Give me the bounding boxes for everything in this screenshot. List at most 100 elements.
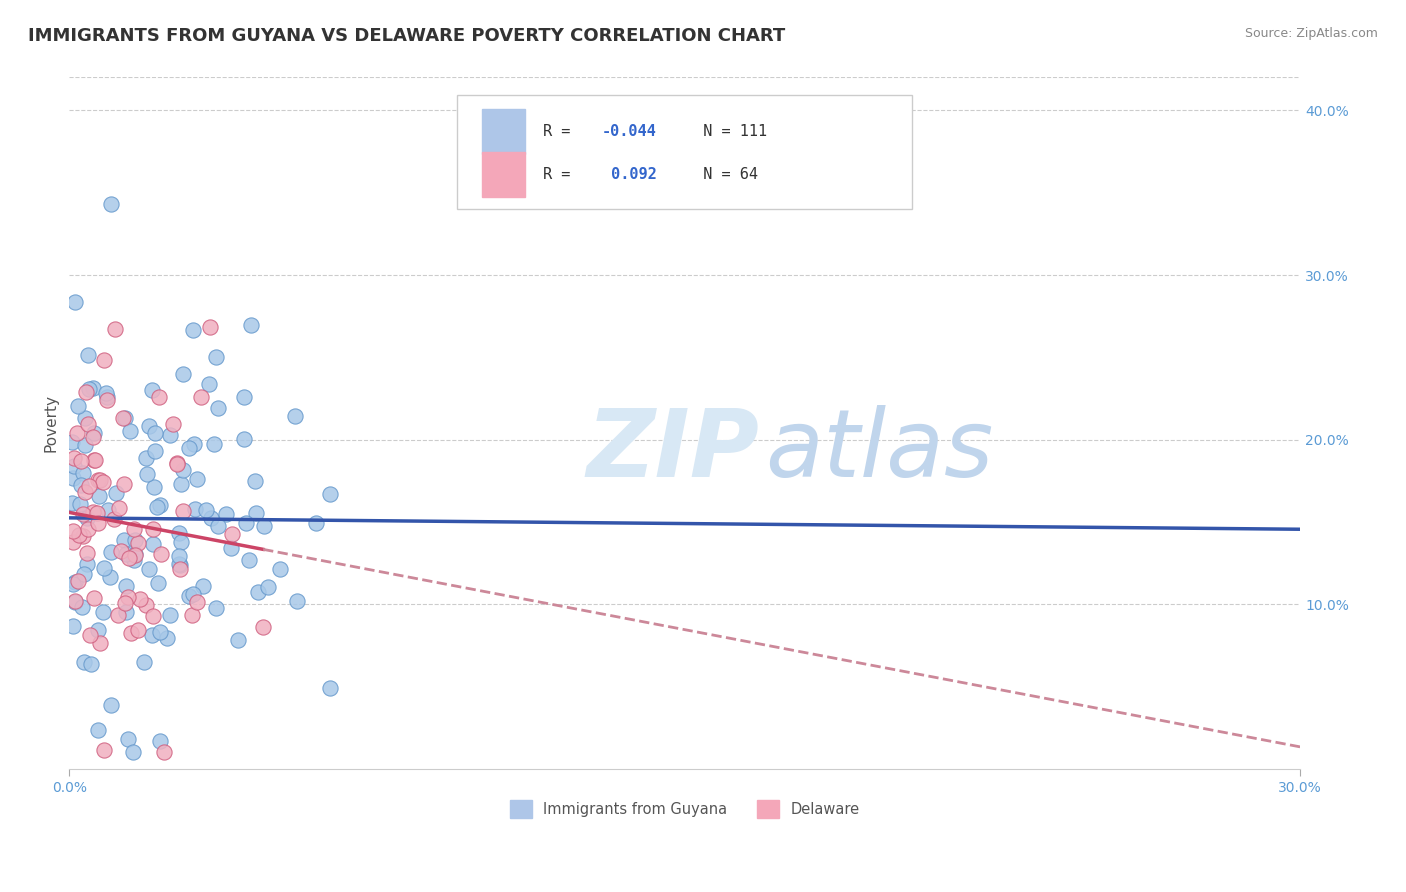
Point (97, 502, 120, 516)
Point (202, 437, 225, 451)
Point (198, 319, 221, 334)
Point (167, 557, 190, 571)
Point (135, 598, 157, 612)
Point (318, 487, 340, 501)
Bar (482, 109, 524, 153)
Point (66, 426, 89, 441)
Point (100, 197, 122, 211)
Point (87, 623, 110, 637)
Point (91, 605, 114, 619)
Bar (482, 152, 524, 197)
Point (257, 580, 280, 594)
Point (67, 400, 90, 414)
Point (62, 534, 84, 549)
Point (115, 547, 138, 561)
Point (72, 466, 94, 480)
Point (183, 437, 205, 451)
Point (75, 384, 97, 399)
Point (65, 594, 87, 608)
Point (138, 419, 160, 434)
Point (269, 562, 291, 576)
Point (76, 510, 98, 524)
Point (118, 551, 141, 566)
Point (319, 681, 342, 696)
Point (76, 546, 98, 560)
Point (79, 628, 101, 642)
Point (205, 601, 228, 615)
Point (143, 480, 166, 494)
Point (120, 626, 142, 640)
Point (186, 473, 208, 487)
Point (94, 386, 117, 401)
Point (107, 608, 129, 623)
Point (284, 409, 307, 423)
Point (96, 392, 118, 407)
Point (100, 545, 122, 559)
Point (93, 743, 115, 757)
Point (83, 591, 105, 606)
Point (87, 489, 110, 503)
Point (76, 557, 98, 571)
Point (167, 549, 190, 563)
Point (67, 574, 90, 588)
Point (166, 456, 188, 470)
Point (96, 391, 118, 405)
Point (87, 723, 110, 737)
Point (110, 543, 132, 558)
Point (76, 348, 98, 362)
Text: IMMIGRANTS FROM GUYANA VS DELAWARE POVERTY CORRELATION CHART: IMMIGRANTS FROM GUYANA VS DELAWARE POVER… (28, 27, 786, 45)
Point (86, 506, 108, 520)
Point (238, 553, 260, 567)
Point (226, 633, 249, 648)
Point (184, 501, 207, 516)
Text: N = 111: N = 111 (685, 124, 766, 139)
Point (148, 390, 170, 404)
Point (82, 381, 104, 395)
Point (141, 522, 163, 536)
Text: Source: ZipAtlas.com: Source: ZipAtlas.com (1244, 27, 1378, 40)
Point (73, 655, 96, 669)
Point (115, 605, 138, 619)
Point (73, 411, 96, 425)
Point (112, 477, 135, 491)
Point (169, 562, 191, 576)
Point (89, 635, 111, 649)
Point (172, 504, 194, 518)
Point (207, 401, 229, 416)
Point (93, 475, 115, 490)
Point (172, 462, 194, 476)
Point (100, 570, 122, 584)
Point (69, 497, 91, 511)
Point (117, 732, 139, 747)
Text: N = 64: N = 64 (685, 167, 758, 182)
Point (124, 522, 146, 536)
Legend: Immigrants from Guyana, Delaware: Immigrants from Guyana, Delaware (505, 795, 865, 824)
Point (108, 501, 131, 516)
Point (191, 578, 214, 592)
Point (235, 516, 257, 531)
Point (149, 498, 172, 512)
Point (63, 294, 86, 309)
Point (60, 434, 83, 449)
Point (70, 453, 93, 467)
Point (186, 595, 208, 609)
Point (180, 607, 202, 622)
Text: -0.044: -0.044 (602, 124, 657, 139)
Point (149, 624, 172, 639)
Point (67, 528, 90, 542)
Point (118, 425, 141, 439)
Point (93, 352, 115, 367)
Point (77, 479, 100, 493)
Point (105, 486, 128, 500)
Point (252, 620, 274, 634)
Point (100, 698, 122, 713)
Point (159, 428, 181, 442)
Point (287, 594, 309, 608)
Point (305, 516, 328, 531)
Point (62, 619, 84, 633)
Point (232, 390, 254, 404)
Point (156, 632, 179, 646)
Point (124, 547, 146, 561)
Point (214, 507, 236, 521)
Point (127, 536, 149, 550)
